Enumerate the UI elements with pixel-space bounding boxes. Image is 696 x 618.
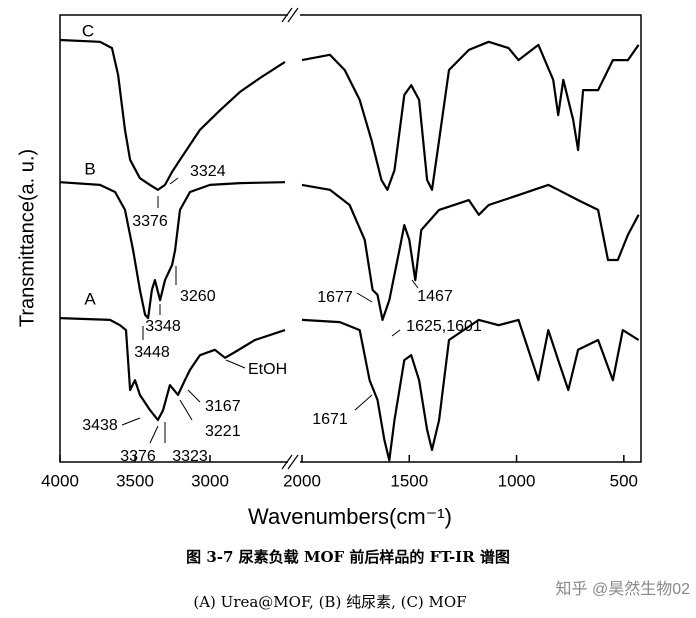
x-tick-label: 2000	[283, 471, 321, 490]
x-tick-label: 4000	[41, 471, 79, 490]
annotation: 1677	[317, 289, 353, 306]
annotation: EtOH	[248, 361, 287, 378]
x-tick-label: 3500	[116, 471, 154, 490]
caption-line: (A) Urea@MOF, (B) 纯尿素, (C) MOF	[193, 593, 466, 611]
series-label: B	[84, 159, 95, 178]
spectrum-line	[301, 40, 640, 191]
x-tick-label: 1000	[498, 471, 536, 490]
annotation: 3260	[180, 288, 216, 305]
annotation-leader	[121, 417, 141, 426]
spectrum-line	[301, 183, 640, 321]
annotation-leader	[354, 394, 373, 411]
y-axis-label: Transmittance(a. u.)	[16, 149, 38, 327]
annotation: 1467	[417, 288, 453, 305]
x-axis-label: Wavenumbers(cm⁻¹)	[248, 504, 452, 529]
x-tick-label: 500	[610, 471, 638, 490]
x-tick-label: 3000	[191, 471, 229, 490]
annotation-leader	[169, 177, 179, 185]
annotation: 3448	[134, 344, 170, 361]
annotation: 3348	[145, 318, 181, 335]
annotation: 3167	[205, 398, 241, 415]
annotation-leader	[391, 329, 401, 337]
caption-line: 图 3-7 尿素负载 MOF 前后样品的 FT-IR 谱图	[186, 548, 510, 566]
annotation: 1671	[312, 411, 348, 428]
annotation-leader	[356, 292, 373, 303]
spectrum-line	[59, 181, 286, 320]
annotation-leader	[149, 425, 159, 444]
spectrum-line	[59, 38, 286, 191]
axes-frame	[59, 7, 642, 470]
x-tick-label: 1500	[390, 471, 428, 490]
annotation: 1625,1601	[406, 318, 482, 335]
annotation-leader	[179, 399, 193, 421]
spectrum-line	[301, 318, 640, 462]
annotation: 3323	[172, 448, 208, 465]
annotation: 3438	[82, 417, 118, 434]
annotation: 3221	[205, 423, 241, 440]
series-label: A	[84, 289, 96, 308]
annotation-leader	[225, 359, 246, 369]
spectrum-line	[59, 317, 286, 422]
watermark: 知乎 @昊然生物02	[556, 580, 691, 598]
annotation: 3324	[190, 163, 226, 180]
annotation-leader	[187, 389, 201, 403]
series-label: C	[82, 21, 94, 40]
annotation-leader	[411, 279, 419, 289]
annotation: 3376	[132, 213, 168, 230]
annotation: 3376	[120, 448, 156, 465]
